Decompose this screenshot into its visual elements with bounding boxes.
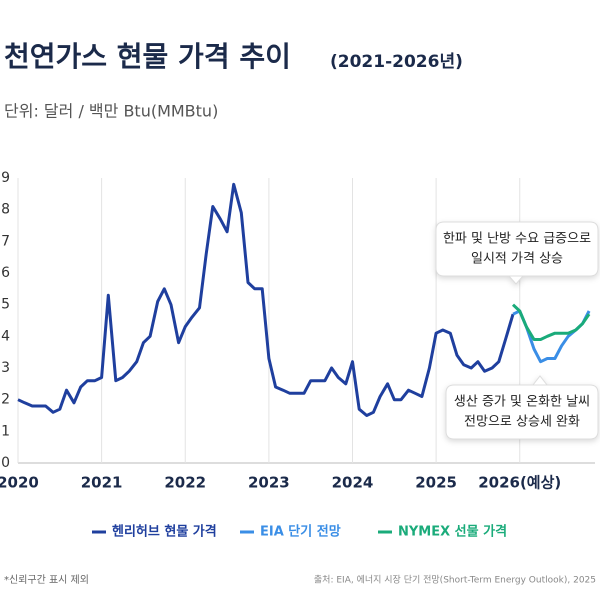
subtitle: 단위: 달러 / 백만 Btu(MMBtu) — [4, 102, 218, 121]
x-tick-label: 2025 — [415, 474, 457, 492]
x-tick-label: 2026(예상) — [478, 474, 561, 492]
annotation-text: 생산 증가 및 온화한 날씨 — [454, 395, 590, 410]
annotation-box — [435, 221, 599, 285]
y-tick-label: 1 — [1, 423, 10, 439]
series-line — [17, 182, 515, 417]
y-tick-label: 9 — [1, 170, 10, 186]
footnote: *신뢰구간 표시 제외 — [4, 574, 89, 586]
legend-label: 헨리허브 현물 가격 — [112, 524, 217, 540]
x-tick-label: 2024 — [332, 474, 374, 492]
annotation-text: 전망으로 상승세 완화 — [464, 415, 580, 430]
annotation-text: 한파 및 난방 수요 급증으로 — [443, 232, 591, 247]
y-tick-label: 0 — [1, 455, 10, 471]
y-tick-label: 8 — [1, 202, 10, 218]
chart-title: 천연가스 현물 가격 추이 — [4, 40, 291, 73]
y-tick-label: 6 — [1, 265, 10, 281]
y-tick-label: 7 — [1, 233, 10, 249]
y-tick-label: 2 — [1, 392, 10, 408]
x-tick-label: 2021 — [81, 474, 123, 492]
source: 출처: EIA, 에너지 시장 단기 전망(Short-Term Energy … — [314, 574, 596, 586]
y-tick-label: 3 — [1, 360, 10, 376]
annotation-box — [445, 375, 599, 440]
legend-label: NYMEX 선물 가격 — [398, 524, 507, 540]
y-tick-label: 5 — [1, 297, 10, 313]
chart-title-suffix: (2021-2026년) — [330, 52, 463, 72]
series-line — [511, 303, 591, 341]
legend-label: EIA 단기 전망 — [260, 524, 341, 540]
x-tick-label: 2023 — [248, 474, 290, 492]
x-tick-label: 2022 — [164, 474, 206, 492]
x-tick-label: 2020 — [0, 474, 39, 492]
annotation-text: 일시적 가격 상승 — [471, 252, 563, 267]
y-tick-label: 4 — [1, 328, 10, 344]
